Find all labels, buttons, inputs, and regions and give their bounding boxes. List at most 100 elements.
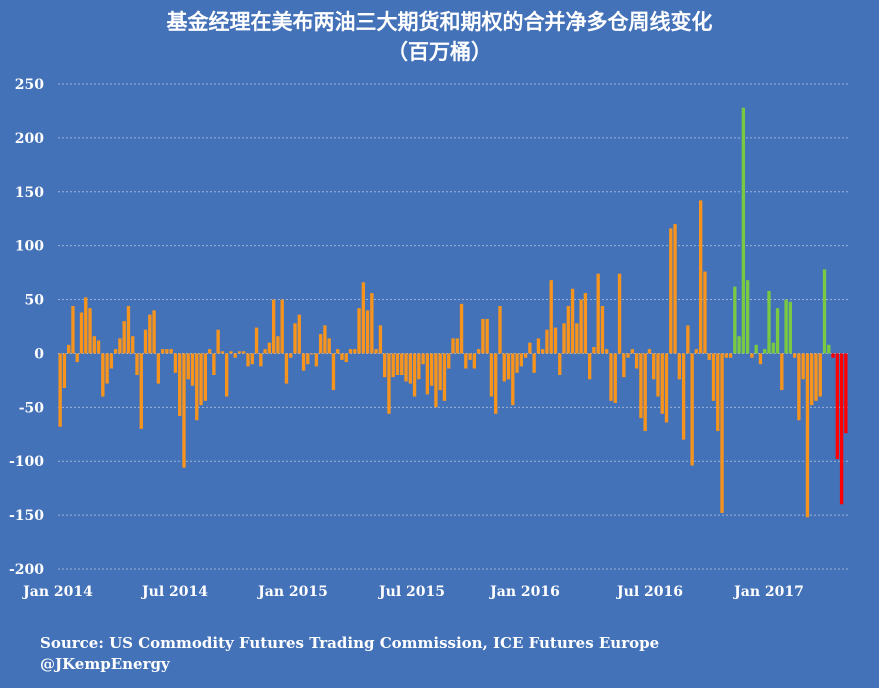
bar bbox=[165, 349, 169, 354]
bar bbox=[792, 353, 797, 358]
bar bbox=[289, 353, 293, 358]
bar bbox=[88, 308, 92, 354]
bar bbox=[122, 321, 126, 354]
bar bbox=[690, 353, 694, 466]
bar bbox=[536, 338, 541, 354]
bar bbox=[306, 353, 310, 365]
bar bbox=[587, 353, 592, 380]
bar bbox=[566, 306, 570, 354]
x-tick-label: Jul 2014 bbox=[140, 584, 208, 600]
bar bbox=[101, 353, 105, 397]
bar bbox=[348, 349, 353, 354]
bar bbox=[797, 353, 801, 421]
bar bbox=[459, 303, 464, 354]
bar bbox=[476, 349, 481, 354]
bar bbox=[656, 353, 660, 397]
bar bbox=[203, 353, 207, 401]
bar bbox=[711, 353, 716, 401]
bar bbox=[767, 290, 771, 354]
bar bbox=[494, 353, 498, 414]
bar bbox=[660, 353, 664, 414]
x-tick-label: Jul 2016 bbox=[615, 584, 683, 600]
bar bbox=[545, 329, 549, 354]
bar bbox=[754, 344, 758, 354]
bar bbox=[707, 353, 711, 360]
bar bbox=[344, 353, 348, 363]
bar bbox=[62, 353, 67, 388]
bar bbox=[67, 344, 71, 354]
bar bbox=[728, 353, 733, 358]
bar bbox=[562, 323, 566, 354]
bar bbox=[835, 353, 839, 460]
bar bbox=[570, 288, 575, 354]
bar bbox=[605, 349, 609, 354]
bar bbox=[391, 353, 395, 378]
bar bbox=[523, 353, 528, 358]
bar bbox=[613, 353, 617, 404]
bar bbox=[173, 353, 178, 373]
bar bbox=[284, 353, 289, 384]
bar bbox=[267, 342, 272, 354]
bar bbox=[703, 271, 707, 354]
bar bbox=[694, 349, 699, 354]
bar bbox=[455, 338, 459, 354]
author-handle: @JKempEnergy bbox=[40, 655, 170, 673]
bar bbox=[788, 301, 793, 354]
bar bbox=[323, 325, 327, 354]
bar bbox=[763, 349, 767, 354]
bar bbox=[408, 353, 412, 384]
bar bbox=[156, 353, 161, 384]
bar bbox=[434, 353, 438, 408]
y-tick-label: 100 bbox=[15, 239, 44, 255]
x-tick-label: Jan 2014 bbox=[21, 584, 93, 600]
bar bbox=[506, 353, 511, 380]
bar bbox=[370, 293, 374, 354]
bar bbox=[374, 349, 378, 354]
bar bbox=[485, 318, 489, 354]
bar bbox=[844, 353, 848, 434]
x-tick-label: Jan 2016 bbox=[488, 584, 560, 600]
bar bbox=[447, 353, 451, 369]
bar bbox=[327, 338, 331, 354]
bar bbox=[400, 353, 404, 375]
bar bbox=[468, 353, 472, 360]
bar bbox=[425, 353, 430, 395]
bar bbox=[541, 349, 545, 354]
bar bbox=[131, 336, 135, 354]
bar bbox=[182, 353, 186, 468]
bar bbox=[617, 273, 622, 354]
bar bbox=[741, 107, 746, 354]
bar bbox=[242, 351, 246, 354]
bar bbox=[225, 353, 229, 397]
bar bbox=[639, 353, 643, 419]
bar bbox=[207, 349, 212, 354]
bar bbox=[472, 353, 477, 369]
bar bbox=[314, 353, 319, 367]
bar bbox=[652, 353, 656, 380]
bar bbox=[195, 353, 199, 421]
bar bbox=[383, 353, 387, 378]
bar bbox=[412, 353, 417, 397]
bar bbox=[113, 349, 118, 354]
bar bbox=[233, 353, 237, 358]
bar bbox=[780, 353, 784, 391]
bar bbox=[575, 323, 579, 354]
bar bbox=[784, 299, 788, 354]
bar bbox=[592, 346, 596, 354]
bar bbox=[677, 353, 681, 380]
bar bbox=[254, 327, 259, 354]
bar bbox=[148, 314, 152, 354]
bar bbox=[831, 353, 835, 358]
bar bbox=[58, 353, 62, 427]
bar bbox=[801, 353, 805, 380]
bar bbox=[186, 353, 190, 380]
bar bbox=[745, 280, 750, 354]
bar bbox=[724, 353, 728, 358]
bar bbox=[699, 200, 703, 354]
x-tick-label: Jul 2015 bbox=[377, 584, 445, 600]
bar bbox=[818, 353, 822, 397]
bar bbox=[634, 353, 639, 369]
bar bbox=[528, 342, 532, 354]
bar bbox=[160, 349, 165, 354]
